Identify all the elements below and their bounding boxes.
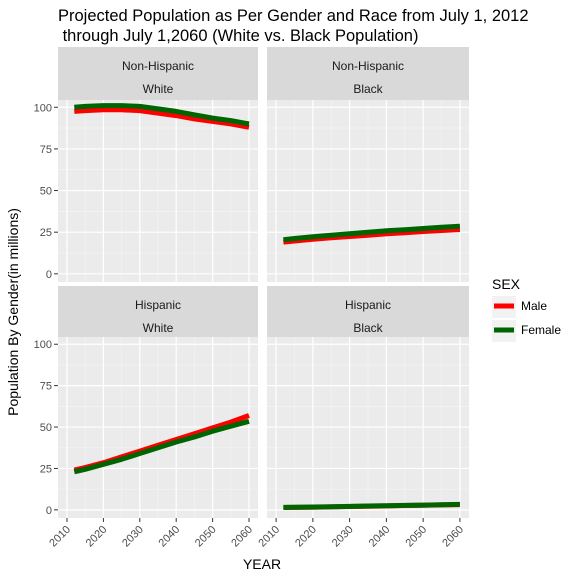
strip-label-top: Hispanic xyxy=(135,298,181,312)
panel-2: Non-Hispanic Black xyxy=(267,47,469,282)
y-tick-label: 75 xyxy=(40,381,52,393)
y-tick-label: 0 xyxy=(46,505,52,517)
x-tick-label: 2010 xyxy=(47,524,73,550)
x-tick-label: 2030 xyxy=(120,524,146,550)
y-tick-label: 0 xyxy=(46,269,52,281)
panel-strip xyxy=(267,286,469,337)
strip-label-top: Non-Hispanic xyxy=(332,59,404,73)
x-tick-label: 2050 xyxy=(193,524,219,550)
y-tick-label: 75 xyxy=(40,144,52,156)
y-tick-label: 50 xyxy=(40,422,52,434)
x-tick-label: 2020 xyxy=(84,524,110,550)
x-tick-label: 2030 xyxy=(330,524,356,550)
strip-label-top: Non-Hispanic xyxy=(122,59,194,73)
x-axis-title: YEAR xyxy=(243,556,281,572)
panel-strip xyxy=(58,286,258,337)
chart-title-line1: Projected Population as Per Gender and R… xyxy=(58,7,529,25)
chart-title-line2: through July 1,2060 (White vs. Black Pop… xyxy=(58,27,419,45)
strip-label-bottom: White xyxy=(143,82,174,96)
strip-label-bottom: White xyxy=(143,321,174,335)
series-line-female xyxy=(283,501,460,510)
y-tick-label: 100 xyxy=(34,339,52,351)
x-tick-label: 2040 xyxy=(157,524,183,550)
panel-3: Hispanic White 0 25 50 75 100 2010 2020 2030 2040 2… xyxy=(34,286,258,549)
panel-strip xyxy=(58,47,258,100)
y-axis-title: Population By Gender(in millions) xyxy=(5,208,21,416)
panel-4: Hispanic Black 2010 2020 2030 2040 2050 2060 xyxy=(256,286,469,549)
y-tick-label: 100 xyxy=(34,102,52,114)
series-line-male xyxy=(74,107,250,130)
y-tick-label: 25 xyxy=(40,227,52,239)
x-tick-label: 2050 xyxy=(403,524,429,550)
strip-label-top: Hispanic xyxy=(345,298,391,312)
y-tick-label: 50 xyxy=(40,186,52,198)
chart-title: Projected Population as Per Gender and R… xyxy=(58,6,529,46)
series-line-female xyxy=(283,223,461,243)
series-line-female xyxy=(74,103,250,127)
strip-label-bottom: Black xyxy=(353,321,383,335)
x-tick-label: 2060 xyxy=(440,524,466,550)
legend-label-male: Male xyxy=(521,299,547,313)
legend-label-female: Female xyxy=(521,323,561,337)
panel-strip xyxy=(267,47,469,100)
chart-panels: Non-Hispanic White 0 25 50 75 100 Non-Hispanic B… xyxy=(34,47,469,549)
x-tick-label: 2010 xyxy=(256,524,282,550)
y-tick-label: 25 xyxy=(40,463,52,475)
legend-title: SEX xyxy=(492,276,521,292)
x-tick-label: 2040 xyxy=(367,524,393,550)
strip-label-bottom: Black xyxy=(353,82,383,96)
series-line-female xyxy=(73,418,250,475)
x-tick-label: 2020 xyxy=(293,524,319,550)
panel-1: Non-Hispanic White 0 25 50 75 100 xyxy=(34,47,258,282)
x-tick-label: 2060 xyxy=(229,524,255,550)
